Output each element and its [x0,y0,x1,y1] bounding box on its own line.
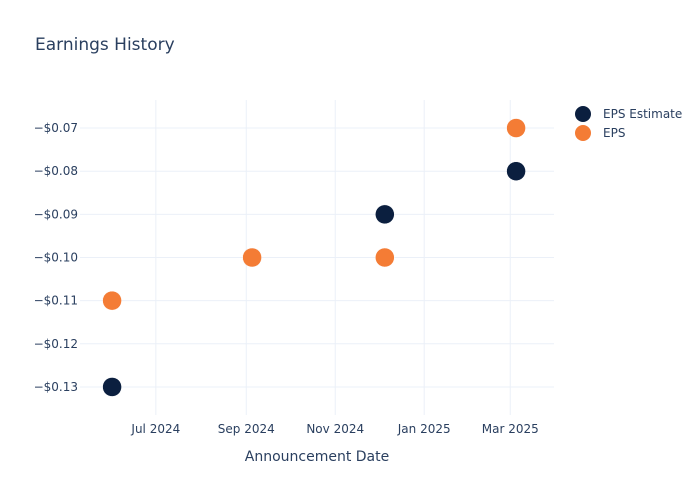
x-tick-label: Jul 2024 [130,422,180,436]
eps-point[interactable] [506,118,526,138]
y-tick-label: −$0.10 [34,251,78,265]
axis-labels-layer: −$0.07 −$0.08 −$0.09 −$0.10 −$0.11 −$0.12 −$0.… [34,121,539,436]
y-tick-label: −$0.11 [34,294,78,308]
y-tick-label: −$0.13 [34,380,78,394]
legend-item-eps[interactable]: EPS [575,125,625,141]
y-tick-label: −$0.08 [34,164,78,178]
legend-marker [575,106,591,122]
y-tick-label: −$0.12 [34,337,78,351]
eps-estimate-point[interactable] [506,161,526,181]
x-axis-title: Announcement Date [245,449,389,465]
legend-marker [575,125,591,141]
grid-layer [80,100,554,415]
x-tick-label: Nov 2024 [306,422,364,436]
y-tick-label: −$0.07 [34,121,78,135]
legend[interactable]: EPS Estimate EPS [575,106,682,141]
y-tick-label: −$0.09 [34,207,78,221]
eps-point[interactable] [242,247,262,268]
legend-label: EPS Estimate [603,107,682,121]
x-tick-label: Sep 2024 [218,422,275,436]
eps-point[interactable] [102,290,122,311]
legend-item-eps-estimate[interactable]: EPS Estimate [575,106,682,122]
x-tick-label: Mar 2025 [482,422,539,436]
eps-point[interactable] [375,247,395,268]
x-tick-label: Jan 2025 [397,422,451,436]
eps-estimate-point[interactable] [102,377,122,397]
points-layer [102,118,526,397]
legend-label: EPS [603,126,625,140]
chart-title: Earnings History [35,35,175,55]
eps-estimate-point[interactable] [375,204,395,225]
